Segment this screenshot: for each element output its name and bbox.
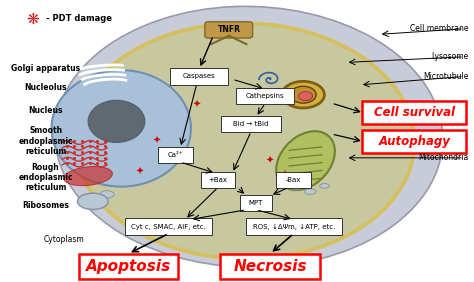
Text: ✦: ✦ bbox=[136, 167, 144, 177]
Ellipse shape bbox=[64, 166, 112, 186]
Ellipse shape bbox=[74, 23, 414, 259]
Text: Golgi apparatus: Golgi apparatus bbox=[11, 63, 80, 72]
FancyBboxPatch shape bbox=[362, 101, 466, 124]
Ellipse shape bbox=[52, 70, 191, 187]
Text: Ribosomes: Ribosomes bbox=[22, 201, 69, 210]
Text: ✦: ✦ bbox=[153, 136, 161, 146]
Text: Nucleolus: Nucleolus bbox=[24, 83, 67, 92]
Ellipse shape bbox=[77, 193, 108, 210]
Text: Bid → tBid: Bid → tBid bbox=[234, 121, 269, 127]
FancyBboxPatch shape bbox=[362, 130, 466, 153]
FancyBboxPatch shape bbox=[205, 22, 253, 38]
FancyBboxPatch shape bbox=[237, 88, 294, 104]
FancyBboxPatch shape bbox=[240, 195, 272, 211]
Ellipse shape bbox=[88, 100, 145, 142]
Text: MPT: MPT bbox=[249, 200, 263, 206]
FancyBboxPatch shape bbox=[220, 254, 319, 279]
Ellipse shape bbox=[276, 131, 335, 190]
Text: TNFR: TNFR bbox=[218, 25, 240, 34]
Text: Autophagy: Autophagy bbox=[378, 135, 450, 148]
Ellipse shape bbox=[82, 196, 103, 207]
Text: - PDT damage: - PDT damage bbox=[46, 14, 111, 23]
Text: ✦: ✦ bbox=[193, 100, 201, 109]
Ellipse shape bbox=[100, 191, 114, 198]
Text: Lysosome: Lysosome bbox=[431, 52, 469, 61]
FancyBboxPatch shape bbox=[170, 68, 228, 85]
FancyBboxPatch shape bbox=[246, 219, 342, 235]
FancyBboxPatch shape bbox=[221, 116, 282, 132]
Text: Cyt c, SMAC, AIF, etc.: Cyt c, SMAC, AIF, etc. bbox=[131, 224, 206, 230]
Text: ✦: ✦ bbox=[280, 170, 288, 180]
Text: Cell survival: Cell survival bbox=[374, 106, 455, 119]
Ellipse shape bbox=[282, 81, 324, 108]
Text: ROS, ↓ΔΨm, ↓ATP, etc.: ROS, ↓ΔΨm, ↓ATP, etc. bbox=[253, 224, 335, 230]
Text: +Bax: +Bax bbox=[209, 177, 228, 183]
Ellipse shape bbox=[319, 184, 329, 188]
Text: Cathepsins: Cathepsins bbox=[246, 93, 285, 99]
Ellipse shape bbox=[305, 189, 316, 194]
Text: ❋: ❋ bbox=[27, 12, 39, 27]
Text: Cytoplasm: Cytoplasm bbox=[43, 235, 84, 244]
Text: Cell membrane: Cell membrane bbox=[410, 24, 469, 33]
FancyBboxPatch shape bbox=[125, 219, 212, 235]
FancyBboxPatch shape bbox=[158, 147, 193, 163]
Text: Ca²⁺: Ca²⁺ bbox=[168, 152, 183, 158]
FancyBboxPatch shape bbox=[79, 254, 178, 279]
FancyBboxPatch shape bbox=[201, 172, 236, 188]
Ellipse shape bbox=[299, 92, 313, 101]
Text: ✦: ✦ bbox=[266, 156, 274, 166]
Ellipse shape bbox=[290, 86, 316, 103]
Text: Rough
endoplasmic
reticulum: Rough endoplasmic reticulum bbox=[18, 163, 73, 192]
Text: -Bax: -Bax bbox=[286, 177, 301, 183]
Text: Microtubule: Microtubule bbox=[423, 72, 469, 81]
Text: Mitochondria: Mitochondria bbox=[419, 153, 469, 162]
Text: Nucleus: Nucleus bbox=[28, 106, 63, 114]
FancyBboxPatch shape bbox=[276, 172, 311, 188]
Ellipse shape bbox=[55, 6, 443, 267]
Text: Apoptosis: Apoptosis bbox=[86, 259, 171, 274]
Text: Necrosis: Necrosis bbox=[233, 259, 307, 274]
Text: Smooth
endoplasmic
reticulum: Smooth endoplasmic reticulum bbox=[18, 126, 73, 156]
Ellipse shape bbox=[289, 182, 304, 190]
Text: Caspases: Caspases bbox=[183, 73, 216, 80]
